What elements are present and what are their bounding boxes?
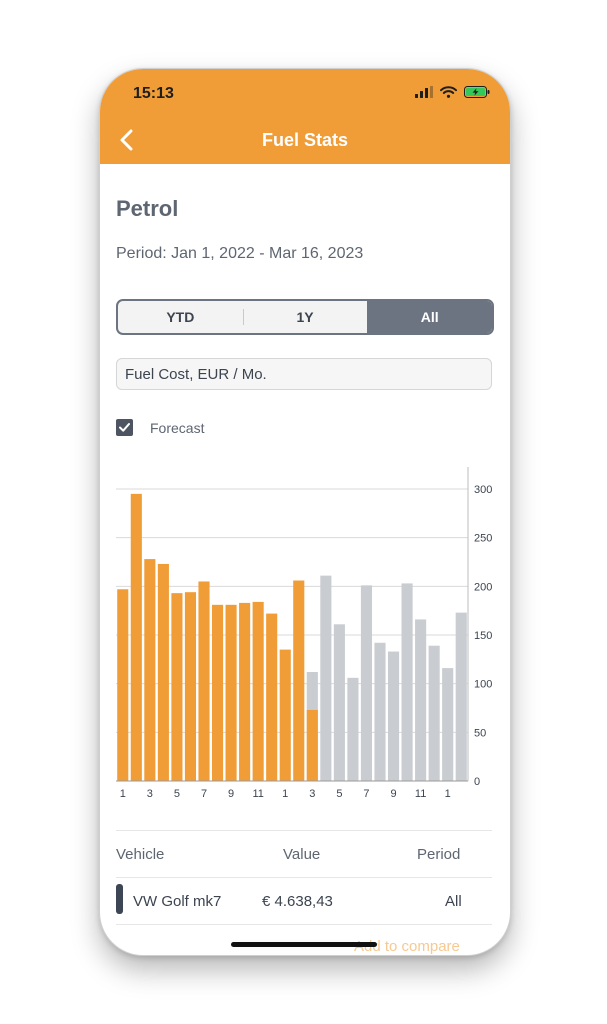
bar-forecast [320, 575, 332, 781]
bar-actual [144, 559, 156, 781]
vehicle-color-indicator [116, 884, 123, 914]
forecast-label: Forecast [150, 419, 205, 436]
x-tick-label: 9 [390, 788, 396, 800]
bar-actual [293, 580, 305, 781]
home-indicator [231, 942, 377, 947]
bar-forecast [442, 668, 454, 781]
bar-forecast [333, 624, 345, 781]
y-tick-label: 150 [474, 630, 492, 642]
battery-charging-icon [464, 86, 490, 98]
x-tick-label: 7 [363, 788, 369, 800]
segment-1y[interactable]: 1Y [242, 301, 368, 333]
vehicle-period: All [445, 893, 462, 910]
back-chevron-icon[interactable] [116, 127, 140, 153]
forecast-row: Forecast [116, 419, 204, 436]
x-tick-label: 5 [174, 788, 180, 800]
x-tick-label: 11 [252, 788, 263, 800]
metric-selector[interactable]: Fuel Cost, EUR / Mo. [116, 358, 492, 390]
bar-forecast [428, 645, 440, 781]
bar-actual [306, 709, 318, 781]
y-tick-label: 250 [474, 533, 492, 545]
bar-actual [117, 589, 129, 781]
forecast-checkbox[interactable] [116, 419, 133, 436]
top-bar: 15:13 Fuel Stats [100, 69, 510, 164]
bar-forecast [387, 651, 400, 781]
bar-actual [225, 604, 237, 781]
y-tick-label: 300 [474, 484, 492, 496]
status-icons [415, 86, 490, 98]
bar-actual [252, 601, 264, 781]
x-tick-label: 7 [201, 788, 207, 800]
bar-actual [171, 593, 183, 781]
column-header-value: Value [283, 846, 321, 863]
x-tick-label: 1 [445, 788, 451, 800]
x-tick-label: 1 [120, 788, 126, 800]
table-divider-row [116, 924, 492, 925]
y-tick-label: 100 [474, 679, 492, 691]
bar-forecast [374, 642, 386, 781]
table-divider-header [116, 877, 492, 878]
bar-forecast [360, 585, 373, 781]
x-tick-label: 9 [228, 788, 234, 800]
x-tick-label: 5 [336, 788, 342, 800]
wifi-icon [440, 86, 457, 98]
y-tick-label: 50 [474, 727, 486, 739]
cellular-signal-icon [415, 86, 433, 98]
bar-actual [184, 592, 197, 781]
period-text: Period: Jan 1, 2022 - Mar 16, 2023 [116, 245, 364, 262]
column-header-period: Period [417, 846, 461, 863]
bar-actual [279, 649, 291, 781]
x-tick-label: 1 [282, 788, 288, 800]
vehicle-value: € 4.638,43 [262, 893, 333, 910]
bar-forecast [347, 677, 359, 781]
bar-actual [211, 604, 224, 781]
bar-actual [239, 602, 251, 781]
add-to-compare-button[interactable]: Add to compare [354, 938, 460, 955]
y-tick-label: 200 [474, 581, 492, 593]
phone-frame: 15:13 Fuel Stats Petro [99, 68, 511, 956]
x-tick-label: 3 [147, 788, 153, 800]
vehicle-name[interactable]: VW Golf mk7 [133, 893, 222, 910]
fuel-type-heading: Petrol [116, 196, 179, 221]
table-divider-top [116, 830, 492, 831]
bar-forecast [401, 583, 413, 781]
bar-actual [198, 581, 210, 781]
segment-all[interactable]: All [367, 301, 492, 333]
segment-ytd[interactable]: YTD [166, 309, 195, 325]
bar-actual [157, 563, 169, 781]
y-tick-label: 0 [474, 776, 480, 788]
column-header-vehicle: Vehicle [116, 846, 165, 863]
bar-forecast [455, 612, 467, 781]
x-tick-label: 3 [309, 788, 315, 800]
checkmark-icon [119, 423, 130, 432]
page-title: Fuel Stats [261, 130, 349, 150]
bar-actual [130, 493, 142, 781]
period-segmented-control: YTD 1Y All [116, 299, 494, 335]
status-time: 15:13 [133, 85, 174, 102]
bar-forecast [415, 619, 427, 781]
x-tick-label: 11 [415, 788, 426, 800]
bar-actual [266, 613, 278, 781]
